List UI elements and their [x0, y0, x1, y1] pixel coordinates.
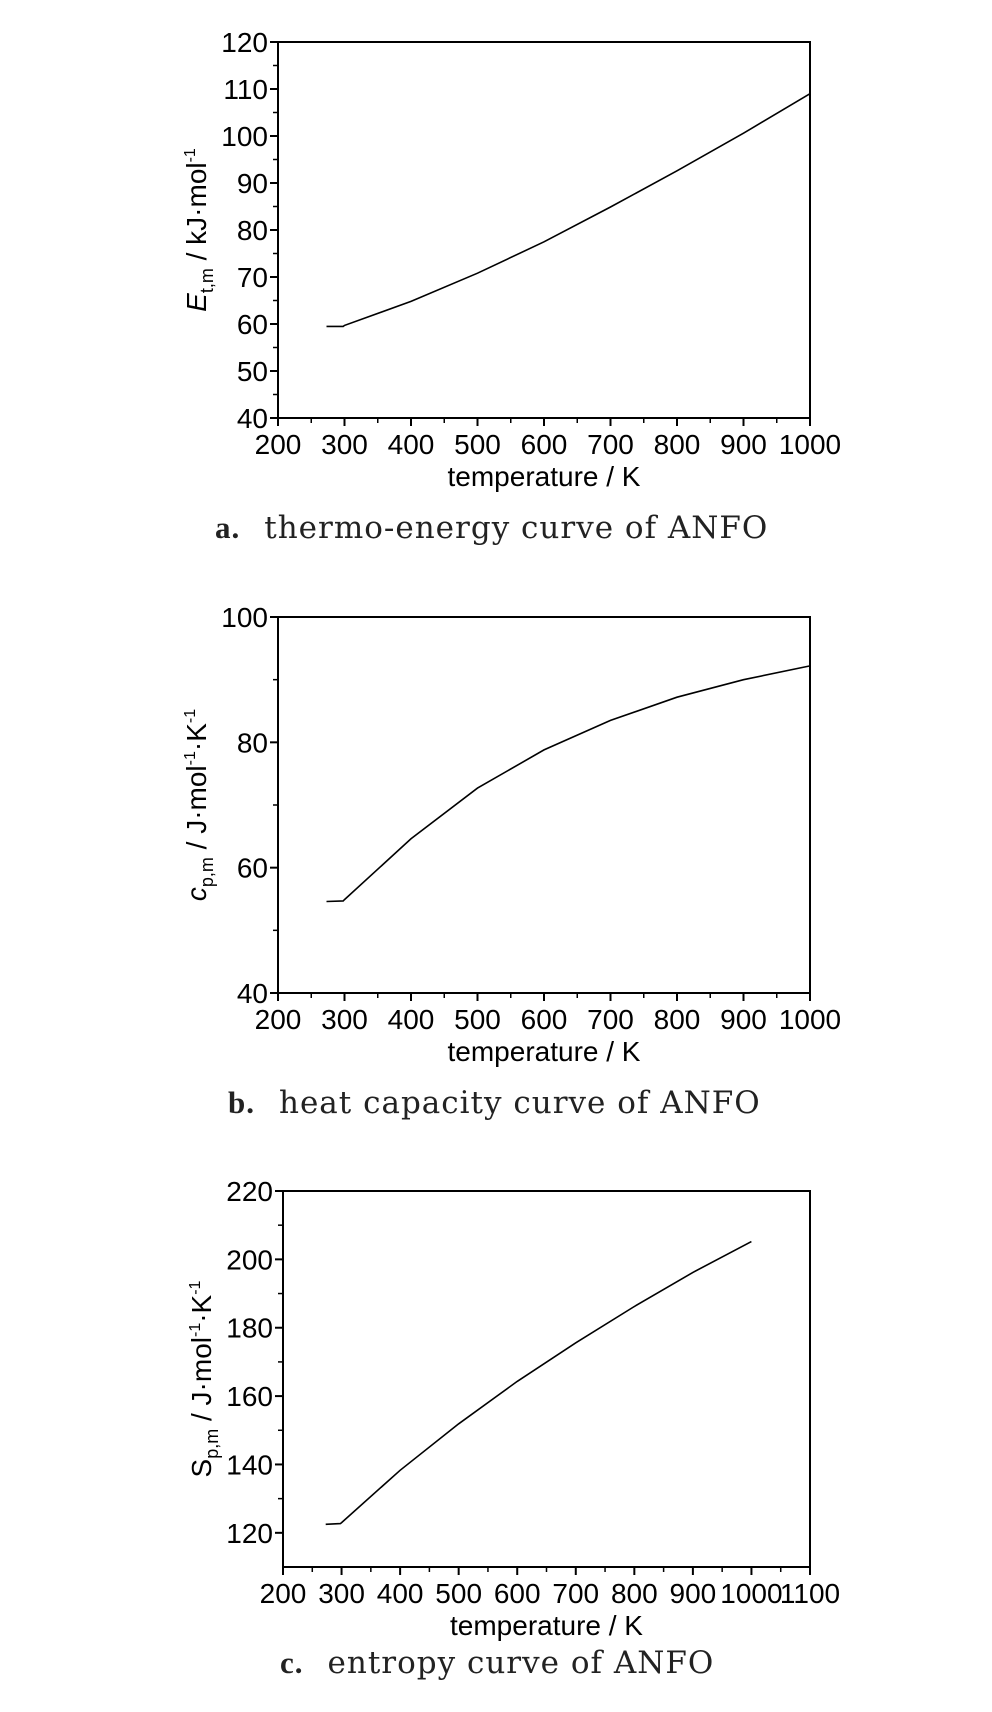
- x-tick-label: 800: [654, 1004, 701, 1035]
- x-tick-label: 500: [435, 1578, 482, 1609]
- y-tick-label: 100: [221, 121, 268, 152]
- x-tick-label: 300: [321, 1004, 368, 1035]
- caption-c: c. entropy curve of ANFO: [280, 1645, 714, 1681]
- x-tick-label: 500: [454, 1004, 501, 1035]
- y-tick-label: 140: [226, 1449, 273, 1480]
- y-tick-label: 50: [237, 356, 268, 387]
- caption-a: a. thermo-energy curve of ANFO: [215, 510, 768, 546]
- x-axis-label: temperature / K: [450, 1610, 643, 1641]
- x-tick-label: 500: [454, 429, 501, 460]
- x-tick-label: 700: [587, 1004, 634, 1035]
- y-axis-label: Sp,m / J·mol-1·K-1: [186, 1280, 222, 1477]
- x-tick-label: 1000: [720, 1578, 782, 1609]
- y-tick-label: 220: [226, 1176, 273, 1207]
- plot-frame: [277, 41, 811, 419]
- x-tick-label: 800: [654, 429, 701, 460]
- y-tick-label: 90: [237, 168, 268, 199]
- caption-b-text: heat capacity curve of ANFO: [279, 1085, 761, 1121]
- x-tick-label: 1000: [779, 429, 841, 460]
- y-tick-label: 80: [237, 727, 268, 758]
- y-tick-label: 200: [226, 1244, 273, 1275]
- y-axis-label: Et,m / kJ·mol-1: [181, 148, 217, 312]
- y-tick-label: 180: [226, 1313, 273, 1344]
- x-axis-label: temperature / K: [448, 1036, 641, 1067]
- x-tick-label: 700: [552, 1578, 599, 1609]
- series-line: [326, 665, 811, 903]
- x-tick-label: 400: [377, 1578, 424, 1609]
- y-tick-label: 110: [223, 74, 268, 105]
- y-axis-label: cp,m / J·mol-1·K-1: [181, 709, 217, 901]
- series-line: [326, 93, 811, 328]
- x-tick-label: 300: [318, 1578, 365, 1609]
- caption-a-text: thermo-energy curve of ANFO: [264, 510, 769, 546]
- y-tick-label: 60: [237, 853, 268, 884]
- caption-a-letter: a.: [215, 510, 241, 545]
- x-tick-label: 700: [587, 429, 634, 460]
- series-line: [325, 1240, 752, 1526]
- x-tick-label: 1000: [779, 1004, 841, 1035]
- caption-b: b. heat capacity curve of ANFO: [228, 1085, 761, 1121]
- y-tick-label: 60: [237, 309, 268, 340]
- chart-a: 200 300 400 500 600 700 800 900 1000 40 50 60 70 80 90…: [181, 27, 841, 492]
- y-tick-label: 160: [226, 1381, 273, 1412]
- x-tick-label: 800: [611, 1578, 658, 1609]
- chart-b: 200 300 400 500 600 700 800 900 1000 40 60 80 100 tem…: [181, 602, 841, 1067]
- x-tick-label: 400: [388, 429, 435, 460]
- x-tick-label: 900: [720, 429, 767, 460]
- x-tick-label: 300: [321, 429, 368, 460]
- y-tick-label: 80: [237, 215, 268, 246]
- x-tick-label: 200: [260, 1578, 307, 1609]
- y-tick-label: 40: [237, 978, 268, 1009]
- y-tick-label: 100: [221, 602, 268, 633]
- chart-panel-c: 200 300 400 500 600 700 800 900 1000 1100 120 140 16…: [0, 1145, 992, 1712]
- plot-frame: [282, 1190, 811, 1568]
- x-axis-label: temperature / K: [448, 461, 641, 492]
- chart-panel-b: 200 300 400 500 600 700 800 900 1000 40 60 80 100 tem…: [0, 565, 992, 1140]
- x-tick-label: 400: [388, 1004, 435, 1035]
- x-tick-label: 600: [494, 1578, 541, 1609]
- plot-frame: [277, 616, 811, 994]
- caption-c-text: entropy curve of ANFO: [327, 1645, 715, 1681]
- x-tick-label: 200: [255, 1004, 302, 1035]
- y-tick-label: 70: [237, 262, 268, 293]
- x-tick-label: 900: [720, 1004, 767, 1035]
- y-tick-label: 120: [226, 1518, 273, 1549]
- caption-c-letter: c.: [280, 1645, 304, 1680]
- y-tick-label: 40: [237, 403, 268, 434]
- x-tick-label: 1100: [780, 1578, 840, 1609]
- caption-b-letter: b.: [228, 1085, 255, 1120]
- y-tick-label: 120: [221, 27, 268, 58]
- chart-panel-a: 200 300 400 500 600 700 800 900 1000 40 50 60 70 80 90…: [0, 0, 992, 560]
- x-tick-label: 900: [670, 1578, 717, 1609]
- x-tick-label: 600: [521, 429, 568, 460]
- x-tick-label: 600: [521, 1004, 568, 1035]
- x-tick-label: 200: [255, 429, 302, 460]
